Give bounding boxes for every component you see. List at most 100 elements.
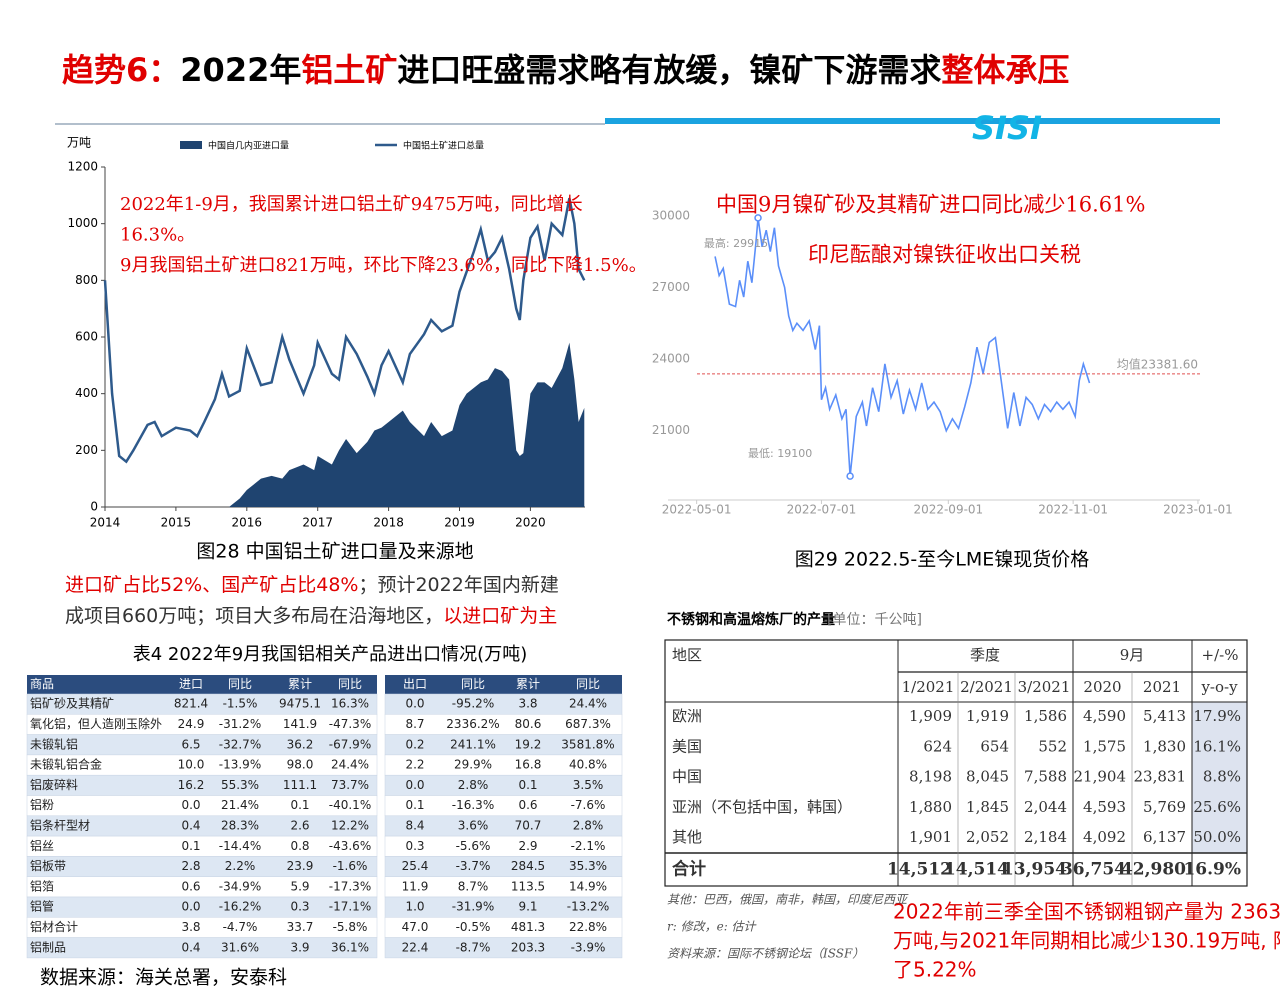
table-cell: 5.9 <box>290 879 309 893</box>
table-cell: 1,586 <box>1024 707 1067 725</box>
table-cell: 1,880 <box>909 798 952 816</box>
table-cell: 10.0 <box>178 758 205 772</box>
table-cell: 铝管 <box>30 899 54 914</box>
y-tick-label: 30000 <box>652 208 690 222</box>
text-part: 趋势6： <box>62 51 180 89</box>
line <box>714 217 1091 477</box>
y-tick-label: 200 <box>75 443 98 457</box>
table-cell: -3.9% <box>571 940 606 954</box>
table-cell: -43.6% <box>329 839 371 853</box>
table-cell: 23,831 <box>1134 768 1187 786</box>
table-cell: 美国 <box>672 737 702 755</box>
table-cell: -1.5% <box>223 697 258 711</box>
table-cell: 0.4 <box>181 818 200 832</box>
table-cell: 9475.1 <box>279 697 321 711</box>
table-cell: 11.9 <box>402 879 429 893</box>
table-cell: 0.8 <box>290 839 309 853</box>
table-cell: 0.6 <box>181 879 200 893</box>
table-cell: 8.8% <box>1203 768 1241 786</box>
table-cell: 29.9% <box>454 758 492 772</box>
table-cell: 1,830 <box>1143 737 1186 755</box>
table-header-cell: 同比 <box>576 677 600 691</box>
table-cell: 3.9 <box>290 940 309 954</box>
legend-swatch <box>180 141 202 149</box>
table-cell: -17.1% <box>329 900 371 914</box>
x-tick-label: 2023-01-01 <box>1163 503 1233 517</box>
extreme-point <box>754 214 762 222</box>
table-cell: 36,754 <box>1061 860 1126 880</box>
table-cell: 3581.8% <box>561 737 614 751</box>
table-cell: 36.2 <box>287 737 314 751</box>
table-cell: 2.9 <box>518 839 537 853</box>
table-cell: 6,137 <box>1143 828 1186 846</box>
x-tick-label: 2018 <box>373 516 404 530</box>
table-cell: 1.0 <box>405 900 424 914</box>
table-cell: 24.4% <box>331 758 369 772</box>
table-cell: 21.4% <box>221 798 259 812</box>
table-cell: 2,184 <box>1024 828 1067 846</box>
table-cell: -8.7% <box>456 940 491 954</box>
table-cell: 141.9 <box>283 717 317 731</box>
table-header-cell: 3/2021 <box>1018 678 1071 696</box>
table-cell: 3.5% <box>573 778 604 792</box>
table-cell: 铝条杆型材 <box>30 817 90 832</box>
text-part: 进口矿占比52%、国产矿占比48% <box>65 574 358 596</box>
table-cell: 111.1 <box>283 778 317 792</box>
table-cell: 55.3% <box>221 778 259 792</box>
table-cell: -31.2% <box>219 717 261 731</box>
table-header-cell: 9月 <box>1120 646 1145 664</box>
x-tick-label: 2022-09-01 <box>913 503 983 517</box>
table-cell: 铝矿砂及其精矿 <box>30 696 114 711</box>
table-cell: 铝材合计 <box>30 919 78 934</box>
table-row <box>26 856 378 877</box>
table-cell: -7.6% <box>571 798 606 812</box>
table-cell: 14,514 <box>944 860 1009 880</box>
table-row <box>26 937 378 959</box>
table-cell: -5.8% <box>333 920 368 934</box>
table-cell: 36.1% <box>331 940 369 954</box>
table-cell: 16.1% <box>1193 737 1241 755</box>
y-tick-label: 24000 <box>652 352 690 366</box>
table-cell: 624 <box>923 737 952 755</box>
y-tick-label: 27000 <box>652 280 690 294</box>
mean-label: 均值23381.60 <box>1117 356 1198 371</box>
table-cell: 28.3% <box>221 818 259 832</box>
table-cell: -16.3% <box>452 798 494 812</box>
table-row <box>26 795 378 817</box>
x-tick-label: 2020 <box>515 516 546 530</box>
logo: SISI <box>972 109 1042 147</box>
table-cell: 4,593 <box>1083 798 1126 816</box>
text-part: 铝土矿 <box>301 51 397 89</box>
table-cell: 0.0 <box>181 900 200 914</box>
table-cell: 铝粉 <box>30 797 54 812</box>
caption: 图28 中国铝土矿进口量及来源地 <box>196 541 473 563</box>
table-header-cell: +/-% <box>1202 646 1239 664</box>
table-cell: 22.8% <box>569 920 607 934</box>
table-cell: 552 <box>1038 737 1067 755</box>
table-cell: 1,919 <box>966 707 1009 725</box>
table-header-cell: 同比 <box>228 677 252 691</box>
table-cell: 3.8 <box>181 920 200 934</box>
table-header-cell: 季度 <box>970 646 1000 664</box>
table-cell: 22.4 <box>402 940 429 954</box>
table-cell: -4.7% <box>223 920 258 934</box>
table-header-cell: 2021 <box>1143 678 1181 696</box>
table-cell: 98.0 <box>287 758 314 772</box>
text-part: 以进口矿为主 <box>443 605 557 627</box>
note-line: 万吨,与2021年同期相比减少130.19万吨, 降低 <box>893 929 1280 953</box>
table-cell: 284.5 <box>511 859 545 873</box>
extreme-point <box>846 472 854 480</box>
table-cell: 未锻轧铝 <box>30 736 78 751</box>
x-tick-label: 2022-11-01 <box>1038 503 1108 517</box>
table-header-cell: 同比 <box>338 677 362 691</box>
table-row <box>26 835 378 857</box>
table-cell: 0.0 <box>181 798 200 812</box>
table-header-cell: 2020 <box>1083 678 1121 696</box>
table-cell: 16.8 <box>515 758 542 772</box>
note-line: 进口矿占比52%、国产矿占比48%；预计2022年国内新建 <box>65 574 559 596</box>
table-header-cell: 2/2021 <box>960 678 1013 696</box>
table-cell: -34.9% <box>219 879 261 893</box>
caption: 图29 2022.5-至今LME镍现货价格 <box>795 549 1090 571</box>
